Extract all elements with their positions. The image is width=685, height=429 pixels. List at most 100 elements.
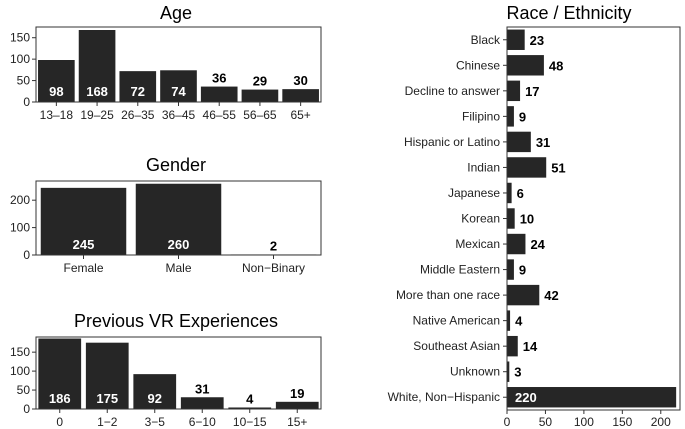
vr-experience-ytick-label: 100 — [10, 364, 30, 378]
race-ethnicity-value-label: 23 — [530, 33, 544, 48]
race-ethnicity-category-label: Decline to answer — [405, 84, 500, 98]
race-ethnicity-value-label: 220 — [515, 390, 537, 405]
race-ethnicity-bar — [507, 80, 521, 102]
gender-category-label: Male — [165, 261, 191, 275]
age-bar — [241, 89, 279, 102]
race-ethnicity-value-label: 24 — [530, 237, 545, 252]
gender-value-label: 245 — [73, 237, 95, 252]
vr-experience-bar — [275, 401, 319, 409]
vr-experience-bar — [180, 397, 224, 409]
gender-value-label: 260 — [168, 237, 190, 252]
race-ethnicity-category-label: Native American — [413, 314, 500, 328]
race-ethnicity-category-label: Japanese — [448, 186, 500, 200]
age-value-label: 29 — [253, 74, 267, 89]
race-ethnicity-value-label: 10 — [520, 212, 534, 227]
vr-experience-value-label: 4 — [246, 391, 254, 406]
race-ethnicity-category-label: Mexican — [455, 237, 500, 251]
race-ethnicity-value-label: 48 — [549, 58, 563, 73]
vr-experience-value-label: 92 — [148, 391, 162, 406]
gender-title: Gender — [146, 155, 206, 175]
age-bar — [282, 89, 319, 102]
gender-bar — [40, 187, 127, 255]
race-ethnicity-xtick-label: 0 — [504, 415, 511, 429]
age-category-label: 26–35 — [121, 108, 155, 122]
age-category-label: 13–18 — [40, 108, 74, 122]
gender-value-label: 2 — [270, 238, 277, 253]
vr-experience-bar — [133, 374, 177, 409]
race-ethnicity-xtick-label: 100 — [574, 415, 594, 429]
age-category-label: 56–65 — [243, 108, 277, 122]
age-value-label: 72 — [131, 84, 145, 99]
vr-experience-ytick-label: 150 — [10, 345, 30, 359]
vr-experience-bar — [38, 338, 82, 409]
gender-category-label: Non−Binary — [242, 261, 305, 275]
vr-experience-category-label: 10−15 — [233, 415, 267, 429]
race-ethnicity-category-label: Filipino — [462, 109, 500, 123]
age-category-label: 19–25 — [80, 108, 114, 122]
race-ethnicity-bar — [507, 106, 514, 127]
race-ethnicity-bar — [507, 55, 544, 76]
race-ethnicity-chart: Race / Ethnicity Black 23 Chinese 48 Decline… — [388, 3, 681, 429]
vr-experience-category-label: 1−2 — [97, 415, 118, 429]
race-ethnicity-bar — [507, 131, 531, 153]
age-plot-frame — [35, 26, 322, 103]
race-ethnicity-category-label: Black — [471, 33, 501, 47]
age-value-label: 36 — [212, 71, 226, 86]
age-value-label: 98 — [49, 84, 63, 99]
race-ethnicity-category-label: Chinese — [456, 58, 500, 72]
age-bar — [160, 70, 197, 102]
vr-experience-value-label: 31 — [195, 381, 209, 396]
gender-ytick-label: 100 — [10, 221, 30, 235]
race-ethnicity-bar — [507, 335, 518, 357]
race-ethnicity-bar — [507, 182, 512, 204]
age-bar — [78, 30, 116, 102]
race-ethnicity-value-label: 6 — [517, 186, 524, 201]
age-ytick-label: 0 — [23, 95, 30, 109]
vr-experience-chart: Previous VR Experiences 0 50 100 150 0 186 1−2… — [10, 311, 322, 429]
race-ethnicity-value-label: 4 — [515, 314, 523, 329]
age-bar — [38, 60, 75, 102]
race-ethnicity-bar — [507, 29, 525, 50]
race-ethnicity-bar — [507, 310, 511, 331]
gender-ytick-label: 200 — [10, 193, 30, 207]
vr-experience-plot-frame — [35, 336, 322, 410]
gender-bar — [135, 183, 222, 255]
race-ethnicity-value-label: 42 — [544, 288, 558, 303]
vr-experience-bar — [228, 407, 272, 409]
race-ethnicity-bar — [507, 208, 515, 229]
race-ethnicity-bar — [507, 233, 526, 255]
race-ethnicity-category-label: Indian — [467, 160, 500, 174]
race-ethnicity-value-label: 51 — [551, 160, 565, 175]
age-value-label: 74 — [171, 84, 186, 99]
race-ethnicity-xtick-label: 200 — [651, 415, 671, 429]
race-ethnicity-value-label: 3 — [514, 365, 521, 380]
race-ethnicity-bar — [507, 259, 514, 280]
vr-experience-category-label: 3−5 — [145, 415, 166, 429]
gender-chart: Gender 0 100 200 Female 245 Male 260 Non−Binary… — [10, 155, 322, 275]
race-ethnicity-value-label: 9 — [519, 263, 526, 278]
vr-experience-category-label: 6−10 — [189, 415, 216, 429]
race-ethnicity-xtick-label: 150 — [612, 415, 632, 429]
race-ethnicity-category-label: White, Non−Hispanic — [388, 390, 500, 404]
age-value-label: 30 — [293, 73, 307, 88]
race-ethnicity-category-label: Middle Eastern — [420, 263, 500, 277]
race-ethnicity-plot-frame — [506, 26, 681, 411]
vr-experience-bar — [85, 342, 129, 409]
vr-experience-value-label: 19 — [290, 386, 304, 401]
vr-experience-value-label: 186 — [49, 391, 71, 406]
age-category-label: 65+ — [290, 108, 310, 122]
vr-experience-title: Previous VR Experiences — [74, 311, 278, 331]
age-title: Age — [160, 3, 192, 23]
age-chart: Age 0 50 100 150 13–18 98 19–25 168 26–35 72 36–45… — [10, 3, 322, 122]
age-ytick-label: 100 — [10, 52, 30, 66]
vr-experience-category-label: 0 — [56, 415, 63, 429]
age-category-label: 36–45 — [162, 108, 196, 122]
age-value-label: 168 — [86, 84, 108, 99]
age-ytick-label: 150 — [10, 31, 30, 45]
race-ethnicity-value-label: 9 — [519, 109, 526, 124]
race-ethnicity-category-label: More than one race — [396, 288, 500, 302]
age-category-label: 46–55 — [203, 108, 237, 122]
age-bar — [200, 86, 238, 102]
vr-experience-ytick-label: 0 — [23, 402, 30, 416]
